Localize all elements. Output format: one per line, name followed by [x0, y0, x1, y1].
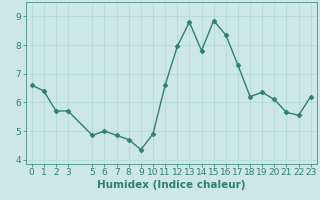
X-axis label: Humidex (Indice chaleur): Humidex (Indice chaleur) — [97, 180, 245, 190]
